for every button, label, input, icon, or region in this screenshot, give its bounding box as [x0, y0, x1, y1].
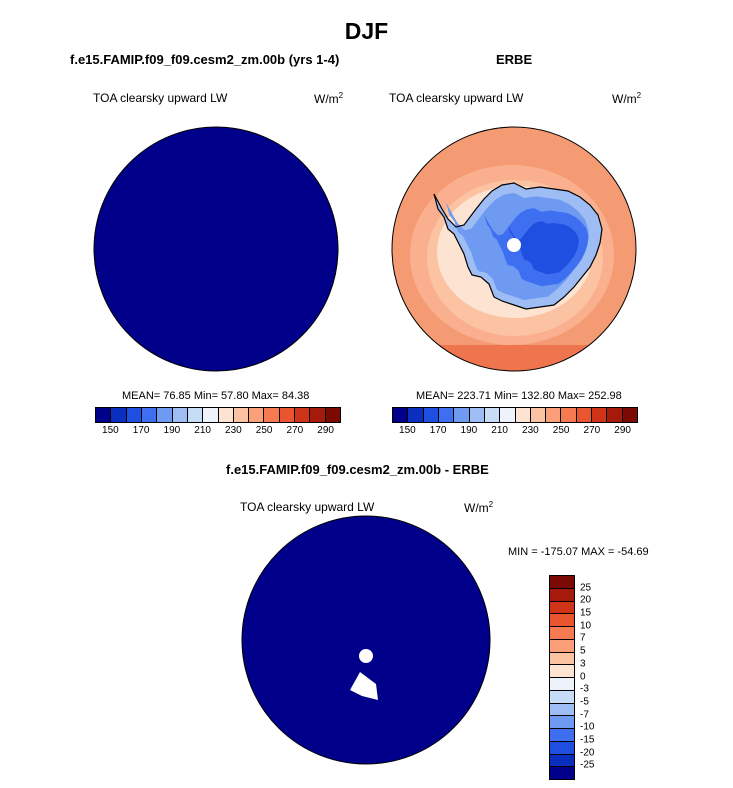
- panel-1-colorbar-tick-label: 150: [102, 425, 119, 436]
- panel-1-colorbar-swatch: [187, 408, 204, 422]
- panel-2-colorbar-swatch: [408, 408, 424, 422]
- panel-3-colorbar-swatch: [550, 716, 574, 729]
- panel-2-colorbar-tick-label: 270: [583, 425, 601, 436]
- panel-3-colorbar-swatch: [550, 767, 574, 779]
- panel-2-colorbar-swatch: [592, 408, 608, 422]
- panel-3-colorbar-tick-label: -7: [580, 709, 589, 721]
- panel-3-stats: MIN = -175.07 MAX = -54.69: [508, 546, 649, 558]
- panel-2-colorbar-swatch: [393, 408, 409, 422]
- panel-2-colorbar-swatch: [530, 408, 547, 422]
- panel-3-colorbar-tick-label: -3: [580, 683, 589, 695]
- panel-2-units: W/m2: [612, 91, 642, 106]
- panel-2-colorbar: 150 170 190 210 230 250 270 290: [392, 407, 638, 437]
- panel-3-colorbar-tick-label: -10: [580, 721, 595, 733]
- panel-2-stats: MEAN= 223.71 Min= 132.80 Max= 252.98: [416, 390, 622, 402]
- panel-1-colorbar-tick-label: 290: [317, 425, 334, 436]
- panel-3-colorbar-tick-label: 3: [580, 658, 586, 670]
- panel-3-variable: TOA clearsky upward LW: [240, 500, 375, 514]
- main-title: DJF: [344, 18, 389, 44]
- panel-1-colorbar-swatch: [279, 408, 296, 422]
- panel-2-colorbar-swatch: [454, 408, 470, 422]
- panel-1-colorbar-swatch: [126, 408, 142, 422]
- panel-2-colorbar-tick-label: 290: [614, 425, 631, 436]
- panel-1-colorbar-tick-label: 270: [286, 425, 304, 436]
- panel-2-colorbar-swatch: [438, 408, 455, 422]
- panel-3-title: f.e15.FAMIP.f09_f09.cesm2_zm.00b - ERBE: [226, 462, 489, 477]
- panel-3-colorbar-tick-label: 10: [580, 620, 592, 632]
- panel-3-colorbar-swatch: [550, 614, 574, 627]
- panel-3-colorbar-swatch: [550, 588, 574, 602]
- panel-2-colorbar-swatch: [469, 408, 485, 422]
- panel-2-colorbar-swatch: [622, 408, 637, 422]
- panel-3-colorbar-swatch: [550, 678, 574, 691]
- panel-3-colorbar-tick-label: -25: [580, 759, 595, 771]
- panel-1-colorbar: 150 170 190 210 230 250 270 290: [95, 407, 341, 437]
- panel-3-colorbar-tick-label: 20: [580, 594, 592, 606]
- panel-2-title: ERBE: [496, 52, 533, 67]
- panel-1-units: W/m2: [314, 91, 344, 106]
- panel-1-map: [93, 126, 339, 372]
- panel-3-colorbar-tick-label: 7: [580, 632, 586, 644]
- panel-1-colorbar-swatch: [218, 408, 234, 422]
- panel-2-colorbar-swatch: [423, 408, 439, 422]
- panel-1-colorbar-tick-label: 190: [163, 425, 181, 436]
- panel-2-colorbar-tick-label: 170: [429, 425, 447, 436]
- panel-2-colorbar-tick-label: 210: [491, 425, 508, 436]
- panel-2-colorbar-swatch: [546, 408, 562, 422]
- panel-1-colorbar-swatch: [325, 408, 340, 422]
- panel-1-variable: TOA clearsky upward LW: [93, 91, 228, 105]
- panel-3-colorbar-swatch: [550, 703, 574, 717]
- panel-1-colorbar-tick-label: 230: [225, 425, 242, 436]
- panel-1-colorbar-tick-label: 210: [194, 425, 211, 436]
- panel-2-colorbar-tick-label: 250: [552, 425, 570, 436]
- panel-3-colorbar-swatch: [550, 729, 574, 742]
- panel-2-colorbar-swatch: [576, 408, 593, 422]
- panel-2-colorbar-tick-label: 190: [460, 425, 478, 436]
- panel-3-colorbar-swatch: [550, 754, 574, 768]
- panel-3-colorbar-swatch: [550, 741, 574, 755]
- panel-3-colorbar-tick-label: 0: [580, 671, 586, 682]
- panel-3-colorbar-swatch: [550, 627, 574, 640]
- panel-2-colorbar-tick-label: 150: [399, 425, 416, 436]
- panel-3-units: W/m2: [464, 500, 494, 515]
- panel-1-colorbar-swatch: [233, 408, 250, 422]
- panel-1-colorbar-swatch: [295, 408, 311, 422]
- panel-2-colorbar-swatch: [515, 408, 531, 422]
- panel-3-colorbar-swatch: [550, 639, 574, 653]
- panel-3-colorbar-tick-label: 15: [580, 607, 592, 619]
- panel-3-colorbar-tick-label: 5: [580, 645, 586, 657]
- panel-1-colorbar-swatch: [249, 408, 265, 422]
- panel-1-title: f.e15.FAMIP.f09_f09.cesm2_zm.00b (yrs 1-…: [70, 52, 340, 67]
- panel-3-colorbar-swatch: [550, 601, 574, 615]
- panel-1-colorbar-swatch: [203, 408, 219, 422]
- panel-2-colorbar-swatch: [607, 408, 623, 422]
- panel-3-colorbar-swatch: [550, 665, 574, 678]
- panel-3-map: [241, 515, 491, 765]
- panel-1-colorbar-swatch: [264, 408, 280, 422]
- panel-1-colorbar-tick-label: 250: [255, 425, 273, 436]
- panel-1-colorbar-swatch: [310, 408, 326, 422]
- panel-3-colorbar: [549, 575, 575, 780]
- panel-3-colorbar-swatch: [550, 652, 574, 666]
- panel-2-colorbar-swatch: [484, 408, 501, 422]
- panel-1-stats: MEAN= 76.85 Min= 57.80 Max= 84.38: [122, 390, 310, 402]
- panel-3-colorbar-tick-label: -15: [580, 734, 595, 746]
- panel-2-map: [391, 126, 637, 372]
- panel-2-colorbar-swatch: [500, 408, 516, 422]
- panel-3-colorbar-tick-label: 25: [580, 582, 592, 594]
- panel-1-colorbar-swatch: [96, 408, 112, 422]
- panel-2-colorbar-swatch: [561, 408, 577, 422]
- panel-3-colorbar-tick-label: -20: [580, 747, 595, 759]
- panel-1-colorbar-swatch: [172, 408, 188, 422]
- panel-1-colorbar-swatch: [111, 408, 127, 422]
- panel-3-colorbar-tick-label: -5: [580, 696, 589, 708]
- panel-2-variable: TOA clearsky upward LW: [389, 91, 524, 105]
- panel-1-colorbar-tick-label: 170: [132, 425, 150, 436]
- panel-2-colorbar-tick-label: 230: [522, 425, 539, 436]
- panel-3-colorbar-swatch: [550, 576, 574, 589]
- panel-1-colorbar-swatch: [157, 408, 173, 422]
- panel-1-colorbar-swatch: [141, 408, 158, 422]
- panel-3-colorbar-swatch: [550, 690, 574, 704]
